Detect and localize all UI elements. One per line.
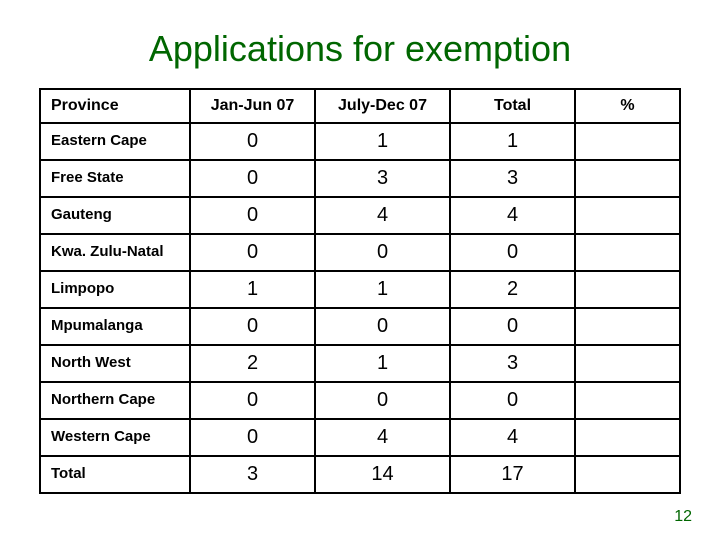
table-cell: 3 [450, 160, 575, 197]
table-row: Mpumalanga000 [40, 308, 680, 345]
table-cell [575, 382, 680, 419]
table-row: Northern Cape000 [40, 382, 680, 419]
table-cell: 4 [315, 419, 450, 456]
table-cell [575, 419, 680, 456]
table-cell [575, 308, 680, 345]
slide: Applications for exemption Province Jan-… [0, 0, 720, 540]
table-cell: 1 [315, 345, 450, 382]
table-cell: 3 [315, 160, 450, 197]
table-header-row: Province Jan-Jun 07 July-Dec 07 Total % [40, 89, 680, 123]
table-cell: 0 [190, 123, 315, 160]
table-cell: 1 [190, 271, 315, 308]
table-cell: 2 [190, 345, 315, 382]
table-cell: 4 [450, 197, 575, 234]
table-cell [575, 345, 680, 382]
table-row: Limpopo112 [40, 271, 680, 308]
row-label: Eastern Cape [40, 123, 190, 160]
row-label: North West [40, 345, 190, 382]
table-row: Gauteng044 [40, 197, 680, 234]
table-cell: 0 [450, 308, 575, 345]
row-label: Gauteng [40, 197, 190, 234]
table-cell: 0 [190, 234, 315, 271]
col-header-janjun: Jan-Jun 07 [190, 89, 315, 123]
table-row: Kwa. Zulu-Natal000 [40, 234, 680, 271]
table-cell: 17 [450, 456, 575, 493]
row-label: Kwa. Zulu-Natal [40, 234, 190, 271]
table-cell [575, 123, 680, 160]
row-label: Western Cape [40, 419, 190, 456]
table-row: North West213 [40, 345, 680, 382]
table-cell: 3 [190, 456, 315, 493]
table-cell: 0 [450, 234, 575, 271]
row-label: Limpopo [40, 271, 190, 308]
table-cell: 1 [315, 123, 450, 160]
table-cell: 3 [450, 345, 575, 382]
col-header-province: Province [40, 89, 190, 123]
table-row: Eastern Cape011 [40, 123, 680, 160]
table-cell: 0 [190, 197, 315, 234]
table-cell: 0 [315, 234, 450, 271]
table-cell: 1 [315, 271, 450, 308]
exemption-table: Province Jan-Jun 07 July-Dec 07 Total % … [39, 88, 681, 494]
col-header-julydec: July-Dec 07 [315, 89, 450, 123]
slide-title: Applications for exemption [0, 0, 720, 88]
table-row: Total31417 [40, 456, 680, 493]
row-label: Total [40, 456, 190, 493]
table-cell [575, 160, 680, 197]
table-body: Eastern Cape011Free State033Gauteng044Kw… [40, 123, 680, 493]
table-cell [575, 234, 680, 271]
row-label: Northern Cape [40, 382, 190, 419]
row-label: Free State [40, 160, 190, 197]
table-cell: 0 [315, 308, 450, 345]
page-number: 12 [674, 508, 692, 526]
col-header-percent: % [575, 89, 680, 123]
table-cell: 0 [315, 382, 450, 419]
table-cell: 14 [315, 456, 450, 493]
table-cell: 0 [190, 419, 315, 456]
table-cell: 0 [450, 382, 575, 419]
table-row: Western Cape044 [40, 419, 680, 456]
table-cell: 0 [190, 382, 315, 419]
table-cell: 4 [315, 197, 450, 234]
table-cell: 0 [190, 308, 315, 345]
table-cell: 4 [450, 419, 575, 456]
table-cell: 1 [450, 123, 575, 160]
table-cell [575, 197, 680, 234]
table-row: Free State033 [40, 160, 680, 197]
col-header-total: Total [450, 89, 575, 123]
table-cell: 0 [190, 160, 315, 197]
table-cell: 2 [450, 271, 575, 308]
table-cell [575, 456, 680, 493]
table-cell [575, 271, 680, 308]
row-label: Mpumalanga [40, 308, 190, 345]
